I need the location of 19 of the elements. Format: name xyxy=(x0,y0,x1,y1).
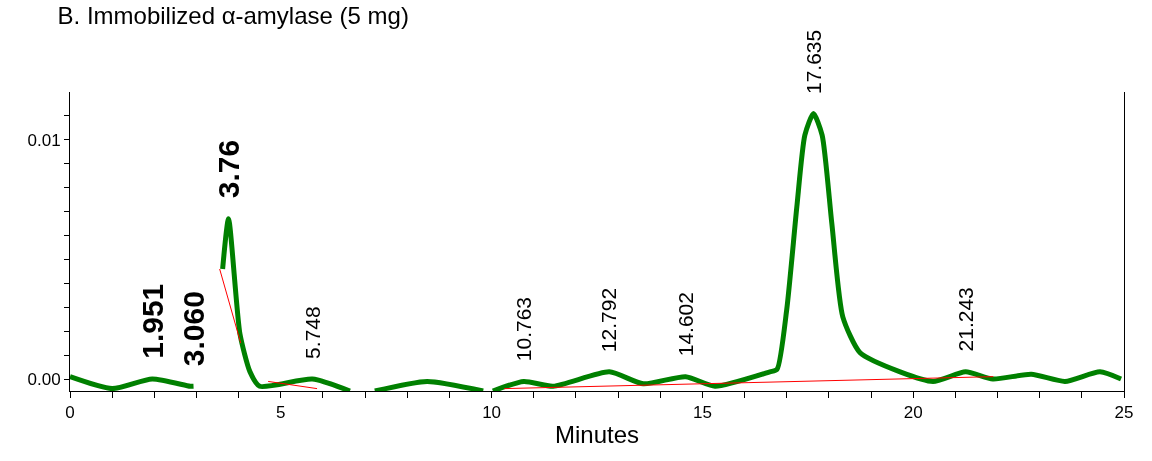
x-tick-label: 0 xyxy=(65,403,75,423)
x-tick-label: 25 xyxy=(1114,403,1134,423)
annotation: 1.951 xyxy=(135,283,169,359)
y-tick-label: 0.01 xyxy=(27,130,61,150)
annotation: 12.792 xyxy=(597,287,621,353)
annotation: 5.748 xyxy=(300,306,324,359)
annotation: 3.76 xyxy=(211,139,245,199)
x-tick-label: 15 xyxy=(692,403,712,423)
annotation: 21.243 xyxy=(953,287,977,352)
x-tick-label: 10 xyxy=(482,403,502,423)
x-tick-label: 5 xyxy=(276,403,286,423)
annotation: 14.602 xyxy=(673,292,697,357)
annotation: 10.763 xyxy=(512,296,536,362)
y-tick-label: 0.00 xyxy=(27,369,61,389)
chart-title: B. Immobilized α-amylase (5 mg) xyxy=(57,1,409,29)
annotation: 17.635 xyxy=(801,29,825,95)
x-tick-label: 20 xyxy=(903,403,923,423)
annotation: 3.060 xyxy=(176,291,210,367)
x-axis-title: Minutes xyxy=(554,420,640,448)
